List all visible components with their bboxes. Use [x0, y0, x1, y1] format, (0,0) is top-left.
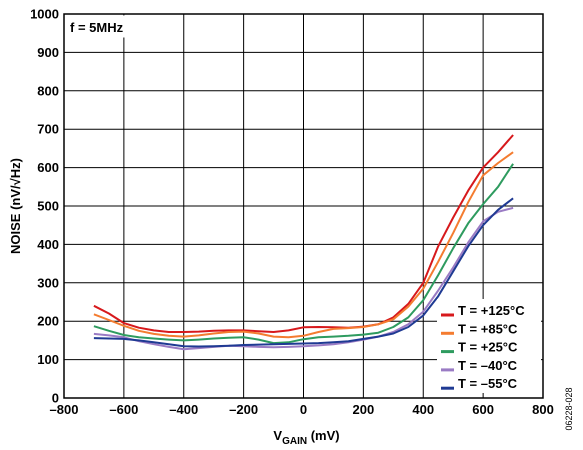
legend-label: T = +125°C [458, 303, 525, 318]
y-tick-label: 100 [37, 352, 59, 367]
legend-label: T = –40°C [458, 358, 518, 373]
frequency-annotation: f = 5MHz [70, 20, 124, 35]
y-tick-label: 200 [37, 314, 59, 329]
x-axis-title-subscript: GAIN [282, 436, 307, 447]
legend-label: T = +85°C [458, 321, 518, 336]
y-tick-label: 700 [37, 122, 59, 137]
x-axis-title-main: V [273, 428, 282, 443]
x-tick-label: 800 [532, 402, 554, 417]
annotation-box [65, 15, 140, 38]
y-tick-labels: 0 100 200 300 400 500 600 700 800 900 1000 [30, 7, 59, 406]
y-tick-label: 0 [52, 391, 59, 406]
x-tick-label: 0 [300, 402, 307, 417]
x-axis-title-unit: (mV) [307, 428, 340, 443]
plot-frame [63, 13, 544, 399]
y-tick-label: 900 [37, 45, 59, 60]
y-tick-label: 400 [37, 237, 59, 252]
series-line [93, 151, 514, 339]
figure-id: 06228-028 [564, 387, 574, 430]
y-tick-label: 300 [37, 275, 59, 290]
x-tick-label: –600 [109, 402, 138, 417]
x-tick-label: –200 [229, 402, 258, 417]
y-axis-title: NOISE (nV/√Hz) [8, 158, 23, 254]
x-tick-label: –800 [50, 402, 79, 417]
legend-label: T = –55°C [458, 376, 518, 391]
legend-box [437, 299, 541, 393]
series-line [93, 163, 514, 345]
series-lines [93, 134, 514, 351]
y-tick-label: 600 [37, 160, 59, 175]
x-tick-labels: –800 –600 –400 –200 0 200 400 600 800 [50, 402, 554, 417]
x-axis-title: VGAIN (mV) [273, 428, 339, 447]
y-tick-label: 500 [37, 199, 59, 214]
y-tick-label: 1000 [30, 7, 59, 22]
series-line [93, 197, 514, 348]
x-tick-label: –400 [169, 402, 198, 417]
series-line [93, 134, 514, 333]
x-tick-label: 400 [412, 402, 434, 417]
series-line [93, 206, 514, 351]
x-tick-label: 200 [353, 402, 375, 417]
y-tick-label: 800 [37, 83, 59, 98]
x-tick-label: 600 [472, 402, 494, 417]
legend: T = +125°C T = +85°C T = +25°C T = –40°C T =… [441, 303, 525, 391]
legend-label: T = +25°C [458, 340, 518, 355]
